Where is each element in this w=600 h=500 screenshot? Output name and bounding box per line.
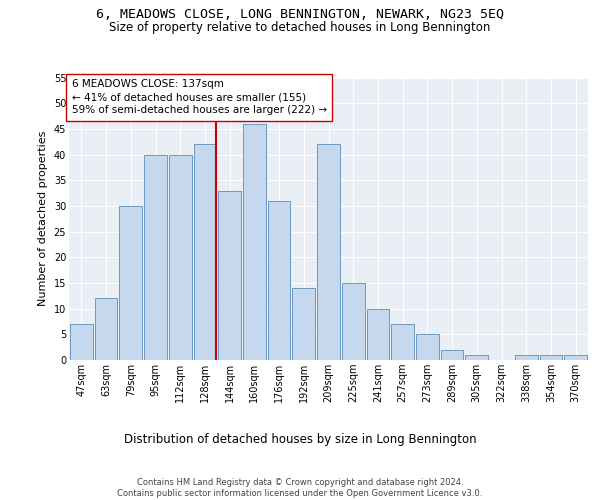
Bar	[243, 124, 266, 360]
Bar	[391, 324, 414, 360]
Bar	[292, 288, 315, 360]
Bar	[70, 324, 93, 360]
Bar	[367, 308, 389, 360]
Text: Distribution of detached houses by size in Long Bennington: Distribution of detached houses by size …	[124, 432, 476, 446]
Bar	[539, 355, 562, 360]
Text: Size of property relative to detached houses in Long Bennington: Size of property relative to detached ho…	[109, 21, 491, 34]
Bar	[416, 334, 439, 360]
Bar	[317, 144, 340, 360]
Bar	[564, 355, 587, 360]
Bar	[95, 298, 118, 360]
Bar	[218, 190, 241, 360]
Bar	[515, 355, 538, 360]
Text: Contains HM Land Registry data © Crown copyright and database right 2024.
Contai: Contains HM Land Registry data © Crown c…	[118, 478, 482, 498]
Y-axis label: Number of detached properties: Number of detached properties	[38, 131, 48, 306]
Bar	[268, 201, 290, 360]
Bar	[342, 283, 365, 360]
Bar	[169, 154, 191, 360]
Bar	[144, 154, 167, 360]
Text: 6, MEADOWS CLOSE, LONG BENNINGTON, NEWARK, NG23 5EQ: 6, MEADOWS CLOSE, LONG BENNINGTON, NEWAR…	[96, 8, 504, 20]
Bar	[119, 206, 142, 360]
Bar	[466, 355, 488, 360]
Text: 6 MEADOWS CLOSE: 137sqm
← 41% of detached houses are smaller (155)
59% of semi-d: 6 MEADOWS CLOSE: 137sqm ← 41% of detache…	[71, 79, 327, 116]
Bar	[194, 144, 216, 360]
Bar	[441, 350, 463, 360]
